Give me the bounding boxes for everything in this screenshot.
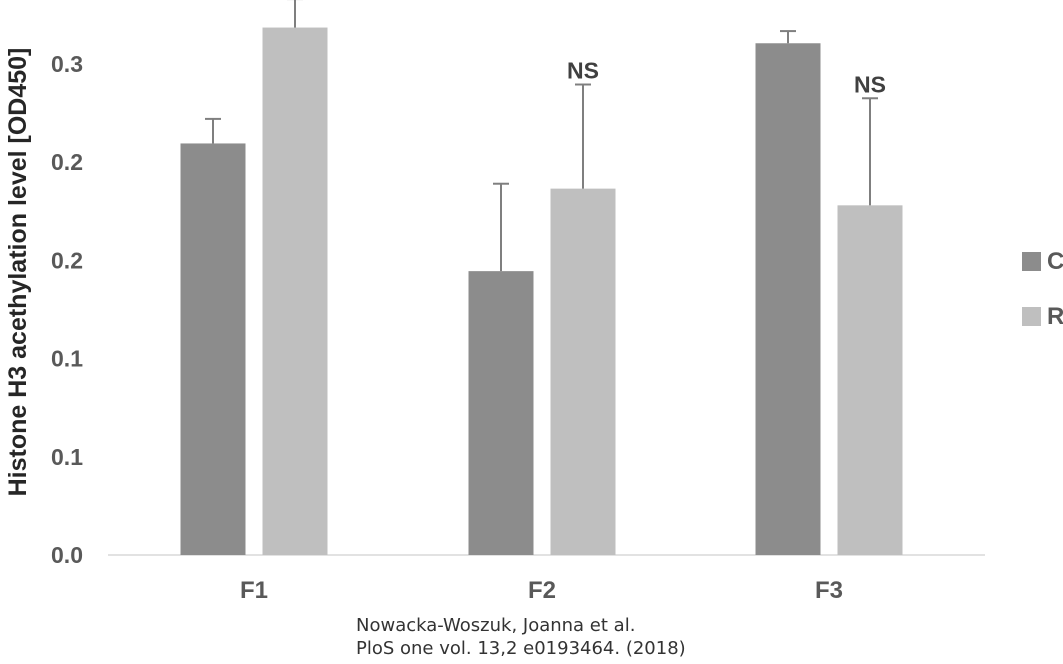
bar-f3-r [837, 205, 903, 555]
category-labels: F1 F2 F3 [240, 577, 843, 600]
bar-f1-c [180, 143, 246, 555]
y-tick-label: 0.1 [51, 346, 83, 372]
legend-swatch-r [1022, 307, 1041, 326]
bar-f2-r [550, 188, 616, 555]
y-axis-label: Histone H3 acethylation level [OD450] [4, 48, 32, 497]
y-tick-label: 0.2 [51, 149, 83, 175]
y-tick-label: 0.2 [51, 247, 83, 273]
bar-f2-c [468, 271, 534, 555]
legend-label-c: C [1047, 248, 1063, 275]
error-bars [205, 0, 878, 272]
bar-f3-c [755, 43, 821, 556]
y-tick-label: 0.1 [51, 444, 83, 470]
citation-journal: PloS one vol. 13,2 e0193464. (2018) [356, 638, 686, 659]
legend-label-r: R [1047, 303, 1063, 330]
y-tick-labels: 0.0 0.1 0.1 0.2 0.2 0.3 [51, 51, 83, 568]
y-tick-label: 0.3 [51, 51, 83, 77]
y-tick-label: 0.0 [51, 542, 83, 568]
x-tick-label: F2 [528, 577, 556, 600]
legend-swatch-c [1022, 252, 1041, 271]
bar-f1-r [262, 27, 328, 555]
citation: Nowacka-Woszuk, Joanna et al. PloS one v… [356, 614, 686, 660]
x-tick-label: F1 [240, 577, 268, 600]
bars [180, 27, 903, 556]
annotation-f3: NS [854, 71, 886, 97]
x-tick-label: F3 [815, 577, 843, 600]
annotation-f2: NS [567, 58, 599, 84]
legend: CR [1022, 248, 1063, 330]
citation-authors: Nowacka-Woszuk, Joanna et al. [356, 615, 636, 636]
bar-chart: Histone H3 acethylation level [OD450] 0.… [4, 0, 1063, 600]
